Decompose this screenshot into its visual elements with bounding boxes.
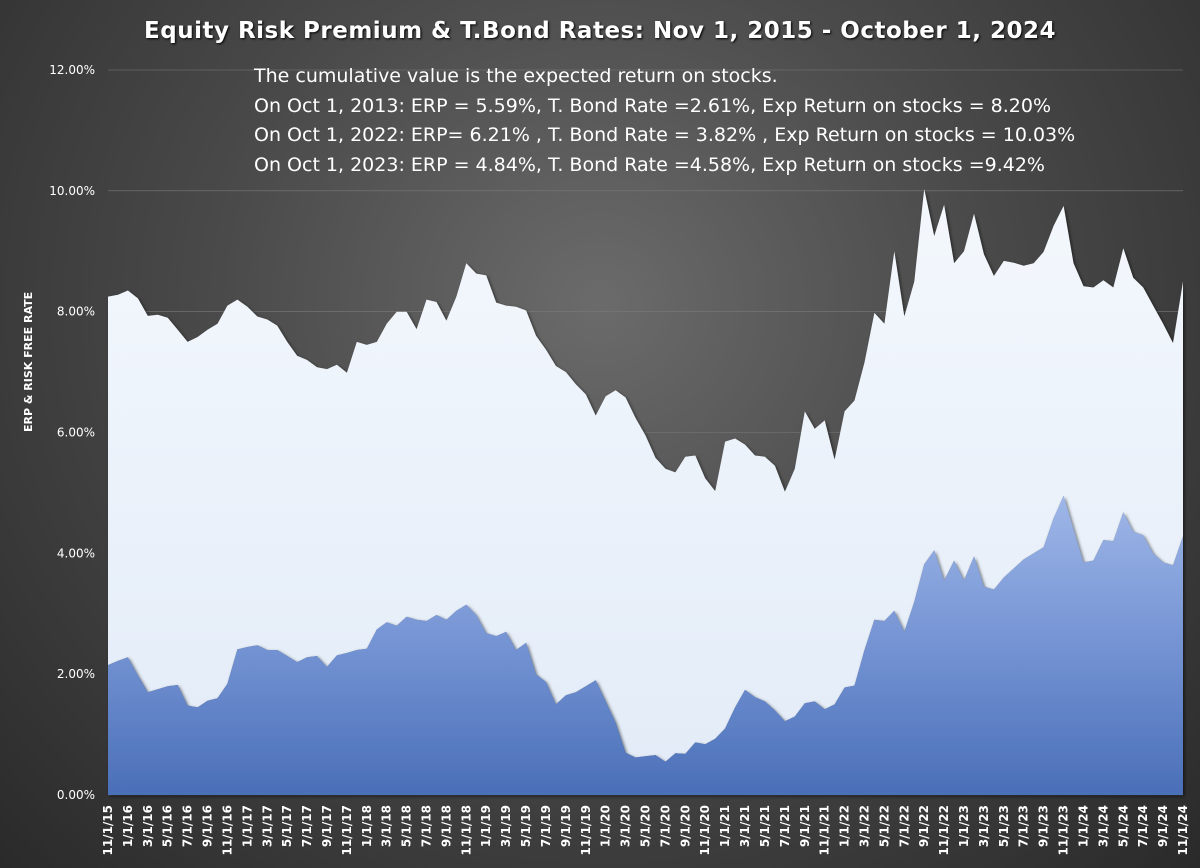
x-tick-label: 9/1/23 xyxy=(1037,805,1051,847)
x-tick-label: 5/1/21 xyxy=(758,805,772,847)
x-axis-ticks: 11/1/15 1/1/16 3/1/16 5/1/16 7/1/16 9/1/16 11/… xyxy=(101,805,1190,856)
x-tick-label: 1/1/22 xyxy=(838,805,852,847)
x-tick-label: 1/1/23 xyxy=(957,805,971,847)
x-tick-label: 1/1/17 xyxy=(240,805,254,847)
x-tick-label: 1/1/24 xyxy=(1077,805,1091,847)
x-tick-label: 7/1/18 xyxy=(420,805,434,847)
x-tick-label: 3/1/19 xyxy=(499,805,513,847)
x-tick-label: 11/1/17 xyxy=(340,805,354,856)
x-tick-label: 9/1/19 xyxy=(559,805,573,847)
x-tick-label: 7/1/17 xyxy=(300,805,314,847)
x-tick-label: 1/1/18 xyxy=(360,805,374,847)
annotation-line: On Oct 1, 2022: ERP= 6.21% , T. Bond Rat… xyxy=(254,124,1076,146)
x-tick-label: 3/1/22 xyxy=(858,805,872,847)
x-tick-label: 11/1/20 xyxy=(698,805,712,856)
x-tick-label: 3/1/16 xyxy=(141,805,155,847)
x-tick-label: 5/1/19 xyxy=(519,805,533,847)
x-tick-label: 5/1/24 xyxy=(1116,805,1130,847)
x-tick-label: 1/1/20 xyxy=(599,805,613,847)
y-tick-label: 8.00% xyxy=(57,305,95,319)
x-tick-label: 7/1/19 xyxy=(539,805,553,847)
x-tick-label: 11/1/24 xyxy=(1176,805,1190,856)
x-tick-label: 11/1/16 xyxy=(220,805,234,856)
x-tick-label: 3/1/20 xyxy=(619,805,633,847)
x-tick-label: 11/1/19 xyxy=(579,805,593,856)
y-tick-label: 2.00% xyxy=(57,667,95,681)
chart-title: Equity Risk Premium & T.Bond Rates: Nov … xyxy=(144,18,1056,44)
x-tick-label: 3/1/24 xyxy=(1096,805,1110,847)
x-tick-label: 7/1/23 xyxy=(1017,805,1031,847)
erp-area xyxy=(108,189,1183,762)
x-tick-label: 1/1/16 xyxy=(121,805,135,847)
x-tick-label: 7/1/22 xyxy=(897,805,911,847)
x-tick-label: 1/1/19 xyxy=(479,805,493,847)
annotation-line: The cumulative value is the expected ret… xyxy=(254,65,778,87)
y-tick-label: 10.00% xyxy=(49,184,95,198)
x-tick-label: 5/1/22 xyxy=(877,805,891,847)
x-tick-label: 3/1/18 xyxy=(380,805,394,847)
x-tick-label: 5/1/20 xyxy=(639,805,653,847)
y-axis-label: ERP & RISK FREE RATE xyxy=(22,291,35,432)
x-tick-label: 11/1/21 xyxy=(818,805,832,856)
x-tick-label: 9/1/21 xyxy=(798,805,812,847)
x-tick-label: 9/1/20 xyxy=(678,805,692,847)
y-tick-label: 6.00% xyxy=(57,426,95,440)
annotation-line: On Oct 1, 2013: ERP = 5.59%, T. Bond Rat… xyxy=(254,94,1052,117)
x-tick-label: 9/1/18 xyxy=(439,805,453,847)
x-tick-label: 11/1/15 xyxy=(101,805,115,856)
x-tick-label: 5/1/17 xyxy=(280,805,294,847)
x-tick-label: 3/1/17 xyxy=(260,805,274,847)
area-layer xyxy=(108,189,1183,795)
y-tick-label: 0.00% xyxy=(57,788,95,802)
annotation-box: The cumulative value is the expected ret… xyxy=(254,62,1075,180)
x-tick-label: 11/1/23 xyxy=(1057,805,1071,856)
annotation-line: On Oct 1, 2023: ERP = 4.84%, T. Bond Rat… xyxy=(254,153,1045,176)
x-tick-label: 7/1/16 xyxy=(181,805,195,847)
x-tick-label: 7/1/20 xyxy=(658,805,672,847)
x-tick-label: 1/1/21 xyxy=(718,805,732,847)
x-tick-label: 11/1/18 xyxy=(459,805,473,856)
y-tick-label: 4.00% xyxy=(57,546,95,560)
x-tick-label: 9/1/17 xyxy=(320,805,334,847)
x-tick-label: 9/1/22 xyxy=(917,805,931,847)
x-tick-label: 5/1/16 xyxy=(161,805,175,847)
x-tick-label: 5/1/18 xyxy=(400,805,414,847)
x-tick-label: 7/1/21 xyxy=(778,805,792,847)
y-tick-label: 12.00% xyxy=(49,63,95,77)
x-tick-label: 9/1/24 xyxy=(1156,805,1170,847)
x-tick-label: 5/1/23 xyxy=(997,805,1011,847)
x-tick-label: 3/1/21 xyxy=(738,805,752,847)
x-tick-label: 3/1/23 xyxy=(977,805,991,847)
x-tick-label: 9/1/16 xyxy=(201,805,215,847)
x-tick-label: 7/1/24 xyxy=(1136,805,1150,847)
x-tick-label: 11/1/22 xyxy=(937,805,951,856)
tbond-area xyxy=(108,495,1183,795)
y-axis-ticks: 0.00% 2.00% 4.00% 6.00% 8.00% 10.00% 12.00% xyxy=(49,63,95,802)
